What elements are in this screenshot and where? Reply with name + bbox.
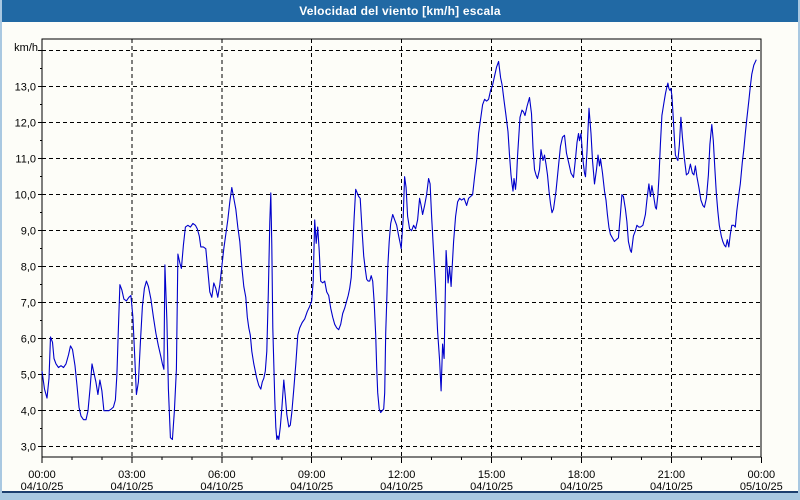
svg-text:6,0: 6,0 — [21, 334, 36, 346]
svg-text:8,0: 8,0 — [21, 262, 36, 274]
svg-text:9,0: 9,0 — [21, 226, 36, 238]
frame-bottom-line — [2, 491, 798, 493]
svg-text:03:00: 03:00 — [118, 469, 146, 481]
svg-text:04/10/25: 04/10/25 — [110, 481, 153, 493]
svg-text:12,0: 12,0 — [15, 118, 36, 130]
gridlines — [42, 39, 761, 457]
y-unit-label: km/h — [14, 42, 38, 54]
svg-text:04/10/25: 04/10/25 — [21, 481, 64, 493]
svg-text:06:00: 06:00 — [208, 469, 236, 481]
svg-text:04/10/25: 04/10/25 — [380, 481, 423, 493]
svg-text:05/10/25: 05/10/25 — [740, 481, 783, 493]
svg-text:5,0: 5,0 — [21, 370, 36, 382]
wind-speed-line — [41, 59, 757, 441]
x-axis-labels: 00:0004/10/2503:0004/10/2506:0004/10/250… — [21, 469, 783, 493]
svg-text:04/10/25: 04/10/25 — [560, 481, 603, 493]
svg-text:18:00: 18:00 — [568, 469, 596, 481]
svg-text:04/10/25: 04/10/25 — [650, 481, 693, 493]
svg-text:09:00: 09:00 — [298, 469, 326, 481]
svg-text:04/10/25: 04/10/25 — [200, 481, 243, 493]
svg-text:3,0: 3,0 — [21, 442, 36, 454]
axis-ticks — [38, 50, 762, 463]
svg-text:12:00: 12:00 — [388, 469, 416, 481]
svg-text:04/10/25: 04/10/25 — [470, 481, 513, 493]
svg-text:13,0: 13,0 — [15, 82, 36, 94]
svg-text:15:00: 15:00 — [478, 469, 506, 481]
svg-text:7,0: 7,0 — [21, 298, 36, 310]
y-axis-labels: 3,0 4,0 5,0 6,0 7,0 8,0 9,0 10,0 11,0 12,0 13,0 — [15, 82, 36, 454]
svg-text:21:00: 21:00 — [658, 469, 686, 481]
svg-text:11,0: 11,0 — [15, 154, 36, 166]
svg-text:04/10/25: 04/10/25 — [290, 481, 333, 493]
svg-text:00:00: 00:00 — [748, 469, 776, 481]
svg-text:00:00: 00:00 — [28, 469, 56, 481]
chart-title: Velocidad del viento [km/h] escala — [299, 4, 501, 18]
chart-title-bar: Velocidad del viento [km/h] escala — [2, 0, 798, 22]
svg-text:4,0: 4,0 — [21, 406, 36, 418]
svg-text:10,0: 10,0 — [15, 190, 36, 202]
frame-bottom-strip — [2, 493, 798, 500]
